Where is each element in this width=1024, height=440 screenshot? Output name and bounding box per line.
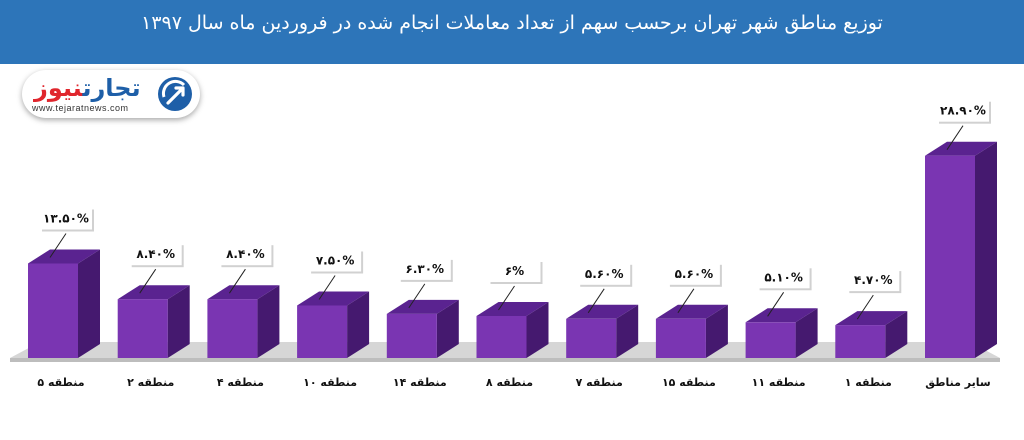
category-label: منطقه ۱۰ — [303, 376, 357, 389]
bar — [655, 318, 706, 358]
logo-name-main: تجارت — [82, 74, 141, 102]
bar-top — [655, 304, 728, 319]
bar — [117, 299, 168, 358]
category-label: منطقه ۷ — [576, 376, 623, 389]
bar — [207, 299, 258, 358]
bar-side — [616, 304, 639, 358]
bar-top — [476, 302, 549, 316]
data-label: ۵.۶۰% — [585, 267, 624, 281]
category-label: منطقه ۵ — [37, 376, 84, 389]
bar — [835, 325, 886, 358]
bar — [476, 316, 527, 358]
bar-side — [975, 141, 997, 358]
data-label-leader — [677, 288, 695, 314]
bar-side — [167, 285, 190, 358]
bar-side — [347, 291, 370, 358]
data-label-box — [40, 207, 92, 230]
chart-title: توزیع مناطق شهر تهران برحسب سهم از تعداد… — [141, 12, 883, 34]
logo-wordmark: تجارتنیوز — [34, 74, 141, 102]
data-label: ۲۸.۹۰% — [940, 104, 986, 118]
category-label: سایر مناطق — [925, 376, 990, 389]
data-label: ۶.۳۰% — [406, 262, 445, 276]
data-label-box — [578, 262, 631, 285]
data-label-leader — [856, 294, 874, 320]
logo-name-accent: نیوز — [34, 74, 83, 102]
title-banner: توزیع مناطق شهر تهران برحسب سهم از تعداد… — [0, 0, 1024, 64]
logo-url: www.tejaratnews.com — [32, 103, 129, 113]
data-label: ۶% — [505, 264, 524, 278]
data-label: ۱۳.۵۰% — [43, 212, 89, 226]
data-label: ۸.۴۰% — [136, 247, 175, 261]
category-label: منطقه ۲ — [127, 376, 174, 389]
category-label: منطقه ۱۵ — [662, 376, 716, 389]
tejaratnews-logo: تجارتنیوز www.tejaratnews.com — [22, 70, 200, 118]
bar-side — [78, 249, 100, 358]
category-label: منطقه ۱۴ — [393, 376, 447, 389]
chart-floor-edge — [10, 358, 1000, 362]
bar-side — [257, 285, 280, 358]
data-label-leader — [587, 288, 605, 314]
data-label-leader — [408, 283, 426, 309]
data-label: ۵.۶۰% — [675, 267, 714, 281]
data-label: ۷.۵۰% — [316, 254, 355, 268]
data-label: ۸.۴۰% — [226, 247, 265, 261]
data-label: ۵.۱۰% — [764, 270, 803, 284]
category-label: منطقه ۱۱ — [752, 376, 806, 389]
data-label-leader — [318, 275, 336, 300]
data-label-box — [398, 257, 451, 280]
bar-top — [835, 311, 908, 326]
bar-side — [526, 302, 549, 358]
bar-side — [795, 308, 818, 358]
bar — [297, 305, 348, 358]
bar-top — [386, 299, 459, 314]
bar — [386, 313, 437, 358]
data-label-box — [667, 262, 720, 285]
bar-top — [745, 308, 818, 323]
bar — [566, 318, 617, 358]
bar-top — [28, 249, 100, 264]
bar-top — [297, 291, 370, 306]
data-label: ۴.۷۰% — [854, 273, 893, 287]
data-label-leader — [767, 292, 785, 317]
data-label-box — [488, 260, 541, 282]
data-label-leader — [49, 233, 67, 258]
bar-side — [436, 299, 459, 358]
bar-top — [117, 285, 190, 300]
bar — [745, 322, 796, 358]
data-label-box — [309, 249, 362, 272]
bar-side — [705, 304, 728, 358]
data-label-box — [937, 99, 989, 122]
data-label-leader — [946, 125, 964, 150]
bar-top — [925, 141, 997, 156]
data-label-box — [757, 266, 810, 289]
data-label-box — [129, 243, 182, 266]
data-label-leader — [139, 268, 157, 294]
data-label-leader — [228, 268, 246, 294]
logo-arrow-icon — [158, 77, 192, 111]
bar — [925, 155, 975, 358]
bar-top — [566, 304, 639, 319]
data-label-box — [847, 269, 900, 292]
category-label: منطقه ۴ — [217, 376, 264, 389]
bar-top — [207, 285, 280, 300]
data-label-box — [219, 243, 272, 266]
bar-side — [885, 311, 908, 358]
bar — [28, 263, 78, 358]
category-label: منطقه ۱ — [845, 376, 892, 389]
category-label: منطقه ۸ — [486, 376, 533, 389]
data-label-leader — [498, 285, 515, 311]
